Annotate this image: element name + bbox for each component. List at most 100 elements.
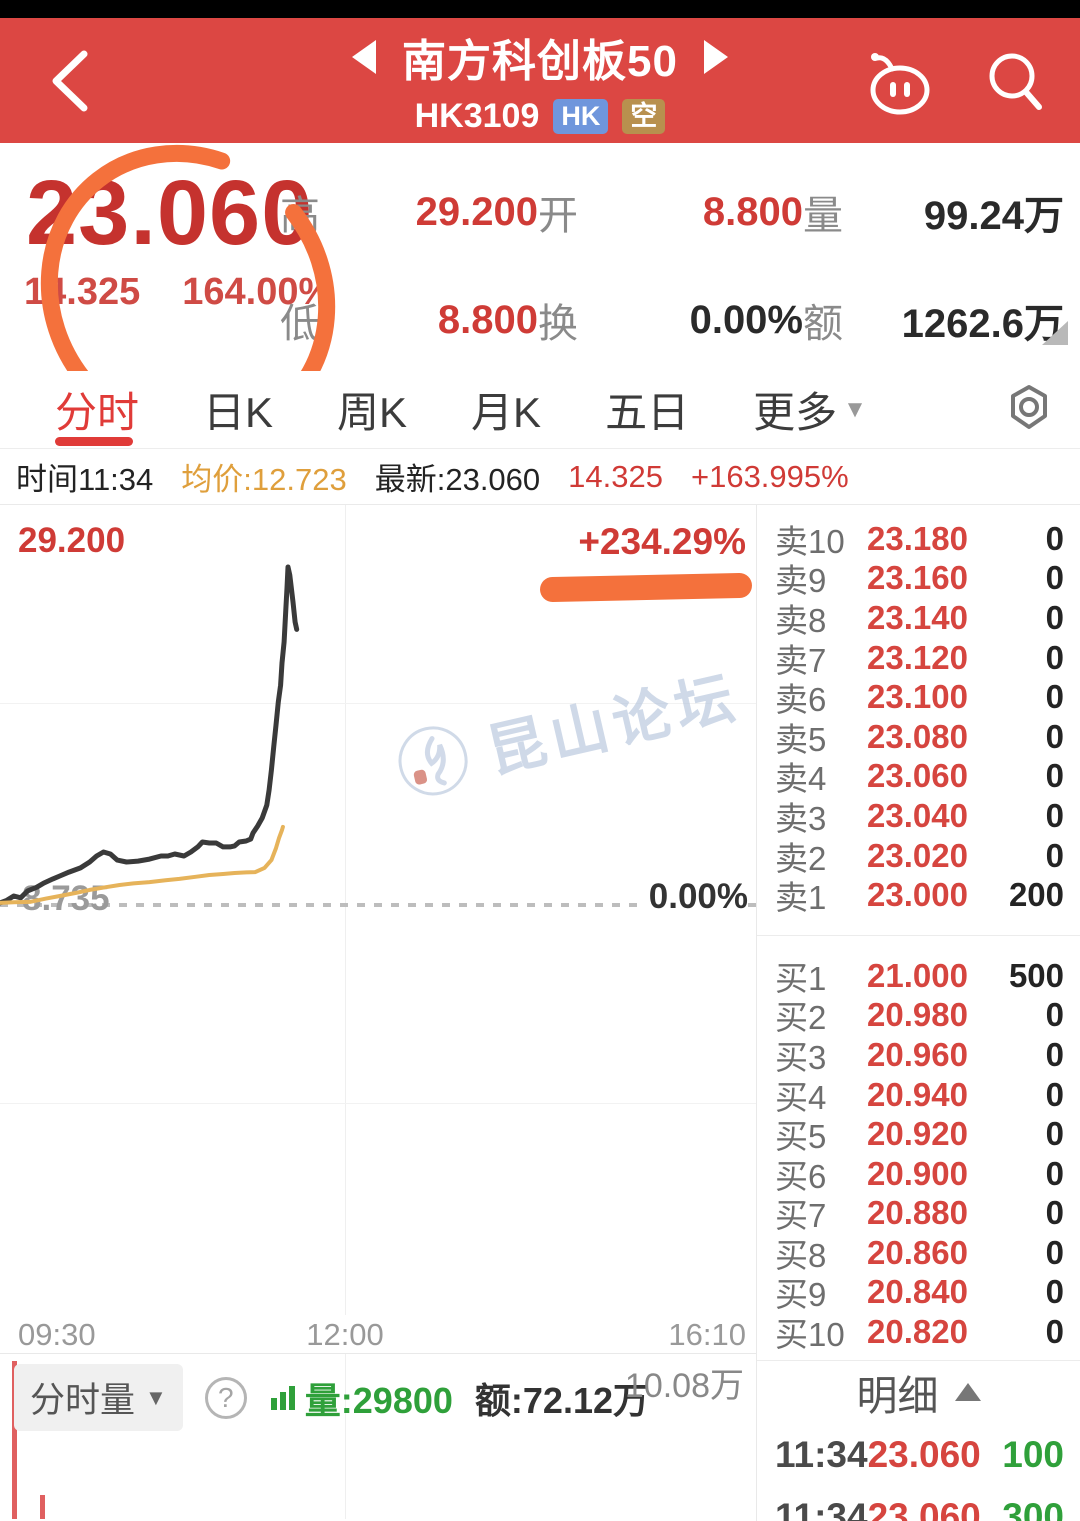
price-summary-panel: 23.060 14.325 164.00% 高 29.200 开 8.800 量…: [0, 143, 1080, 446]
sell-row-4[interactable]: 卖4 23.060 0: [775, 757, 1064, 798]
buy-row-4[interactable]: 买4 20.940 0: [775, 1075, 1064, 1116]
stat-value-volume: 99.24万: [923, 194, 1064, 238]
sell-row-5[interactable]: 卖5 23.080 0: [775, 717, 1064, 758]
sell-row-6[interactable]: 卖6 23.100 0: [775, 678, 1064, 719]
price-change: 14.325: [24, 271, 141, 313]
stat-label-turnover: 换: [538, 302, 578, 346]
tick-1610: 16:10: [668, 1317, 746, 1352]
buy-row-6[interactable]: 买6 20.900 0: [775, 1154, 1064, 1195]
sell-row-2[interactable]: 卖2 23.020 0: [775, 836, 1064, 877]
buy-row-3[interactable]: 买3 20.960 0: [775, 1035, 1064, 1076]
stock-code: HK3109: [414, 97, 540, 135]
sell-row-10[interactable]: 卖10 23.180 0: [775, 519, 1064, 560]
buy-row-8[interactable]: 买8 20.860 0: [775, 1233, 1064, 1274]
price-lines-svg: [0, 564, 300, 906]
gear-icon: [1011, 385, 1047, 429]
sell-row-3[interactable]: 卖3 23.040 0: [775, 796, 1064, 837]
title-block: 南方科创板50 HK3109 HK 空: [0, 18, 1080, 143]
gridline-upper: [0, 703, 756, 704]
buy-row-9[interactable]: 买9 20.840 0: [775, 1273, 1064, 1314]
sell-row-1[interactable]: 卖1 23.000 200: [775, 876, 1064, 917]
detail-row[interactable]: 11:34 23.060 300: [775, 1495, 1064, 1521]
chart-column: 29.200 +234.29% 8.735 0.00% 昆山论坛: [0, 505, 757, 1521]
stat-label-high: 高: [280, 194, 320, 238]
buy-row-10[interactable]: 买10 20.820 0: [775, 1313, 1064, 1354]
volume-value: 量:29800: [269, 1372, 453, 1424]
chart-base-pct-label: 0.00%: [640, 877, 748, 917]
search-icon[interactable]: [984, 49, 1046, 115]
volume-indicator-selector[interactable]: 分时量 ▼: [14, 1364, 183, 1431]
last-price: 23.060: [26, 162, 314, 264]
buy-row-2[interactable]: 买2 20.980 0: [775, 996, 1064, 1037]
chart-max-pct-label: +234.29%: [578, 521, 746, 562]
stat-value-amount: 1262.6万: [901, 302, 1064, 346]
sell-row-8[interactable]: 卖8 23.140 0: [775, 598, 1064, 639]
info-change-pct: +163.995%: [690, 458, 849, 494]
tick-0930: 09:30: [18, 1317, 96, 1352]
tick-1200: 12:00: [306, 1317, 384, 1352]
tab-monthly-k[interactable]: 月K: [471, 389, 542, 436]
prev-stock-arrow-icon[interactable]: [352, 40, 377, 74]
trade-detail-header[interactable]: 明细: [757, 1359, 1080, 1424]
stat-value-high: 29.200: [415, 189, 538, 234]
stat-value-turnover: 0.00%: [689, 297, 803, 342]
stat-value-open: 8.800: [702, 189, 803, 234]
help-icon[interactable]: ?: [204, 1376, 247, 1419]
order-book-panel: 卖10 23.180 0 卖9 23.160 0 卖8 23.140 0 卖7 23.120 0…: [757, 505, 1080, 1521]
sell-row-9[interactable]: 卖9 23.160 0: [775, 559, 1064, 600]
status-bar: [0, 0, 1080, 18]
expand-stats-corner[interactable]: [1042, 321, 1068, 345]
buy-row-1[interactable]: 买1 21.000 500: [775, 956, 1064, 997]
gridline-noon: [345, 505, 346, 1315]
back-button[interactable]: [42, 48, 102, 114]
chart-settings-button[interactable]: [1006, 383, 1052, 436]
sell-row-7[interactable]: 卖7 23.120 0: [775, 638, 1064, 679]
info-last-price: 最新:23.060: [374, 462, 541, 497]
buy-row-5[interactable]: 买5 20.920 0: [775, 1115, 1064, 1156]
amount-value: 额:72.12万: [474, 1379, 649, 1421]
tab-minute[interactable]: 分时: [55, 389, 140, 436]
period-tabbar: 分时 日K 周K 月K 五日 更多 ▼: [0, 371, 1080, 449]
time-axis: 09:30 12:00 16:10: [0, 1315, 756, 1353]
tab-more[interactable]: 更多 ▼: [753, 389, 867, 436]
info-avg-price: 均价:12.723: [181, 462, 347, 497]
robot-assistant-icon[interactable]: [862, 46, 938, 118]
volume-bar: [12, 1361, 17, 1519]
chevron-down-icon: ▼: [843, 395, 867, 423]
page-title: 南方科创板50: [402, 37, 678, 86]
chevron-left-icon: [52, 50, 88, 112]
price-line: [0, 564, 300, 906]
tab-daily-k[interactable]: 日K: [203, 389, 274, 436]
volume-pane[interactable]: 分时量 ▼ ? 量:29800 额:72.12万 10.08万: [0, 1353, 756, 1519]
chart-high-label: 29.200: [18, 521, 126, 560]
app-header: 南方科创板50 HK3109 HK 空: [0, 18, 1080, 143]
volume-max-scale: 10.08万: [624, 1367, 744, 1405]
volume-bars-icon: [270, 1385, 295, 1410]
volume-bar: [40, 1495, 45, 1519]
intraday-chart[interactable]: 29.200 +234.29% 8.735 0.00% 昆山论坛: [0, 505, 756, 1315]
info-time: 时间11:34: [16, 462, 154, 497]
buy-row-7[interactable]: 买7 20.880 0: [775, 1194, 1064, 1235]
chart-info-row: 时间11:34 均价:12.723 最新:23.060 14.325 +163.…: [0, 449, 1080, 505]
detail-title: 明细: [856, 1373, 939, 1420]
gridline-lower: [0, 1103, 756, 1104]
detail-row[interactable]: 11:34 23.060 100: [775, 1433, 1064, 1475]
market-badge-hk: HK: [553, 98, 609, 135]
stat-label-amount: 额: [803, 302, 843, 346]
next-stock-arrow-icon[interactable]: [703, 40, 728, 74]
average-price-line: [0, 824, 285, 905]
stat-label-volume: 量: [803, 194, 843, 238]
collapse-up-icon: [954, 1383, 981, 1402]
stat-value-low: 8.800: [437, 297, 538, 342]
book-divider: [757, 934, 1080, 936]
stat-label-open: 开: [538, 194, 578, 238]
stats-grid: 高 29.200 开 8.800 量 99.24万 低 8.800 换 0.00…: [280, 183, 1064, 349]
stat-label-low: 低: [280, 302, 320, 346]
tab-five-day[interactable]: 五日: [605, 389, 690, 436]
gridline-noon-volume: [345, 1354, 346, 1519]
active-tab-underline: [55, 437, 133, 446]
tab-weekly-k[interactable]: 周K: [337, 389, 408, 436]
chevron-down-icon: ▼: [145, 1384, 167, 1410]
info-change: 14.325: [568, 458, 663, 494]
